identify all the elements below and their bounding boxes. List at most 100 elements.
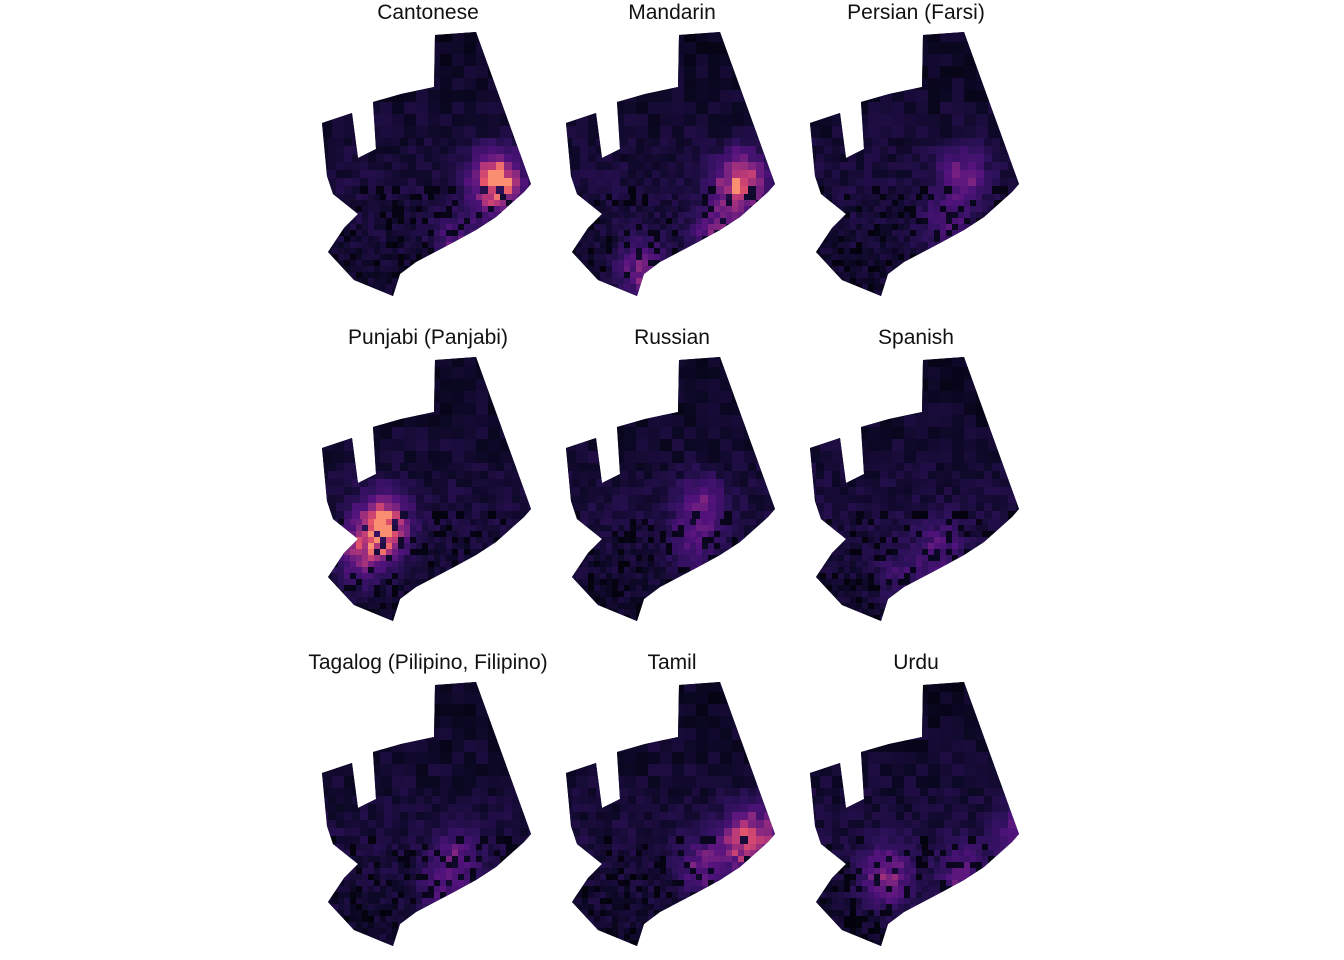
census-tract: [576, 278, 583, 285]
census-tract: [518, 621, 524, 627]
census-tract: [618, 194, 625, 201]
census-tract: [322, 126, 333, 139]
census-tract: [322, 573, 327, 580]
census-tract: [732, 451, 745, 464]
census-tract: [708, 567, 715, 574]
census-tract: [322, 218, 327, 225]
census-tract: [748, 170, 757, 179]
census-tract: [350, 212, 357, 219]
census-tract: [940, 194, 947, 201]
census-tract: [744, 212, 751, 219]
census-tract: [332, 609, 339, 616]
census-tract: [654, 609, 661, 616]
census-tract: [362, 573, 369, 580]
census-tract: [506, 621, 512, 627]
census-tract: [440, 90, 453, 103]
census-tract: [600, 254, 607, 261]
census-tract: [642, 597, 649, 604]
census-tract: [684, 186, 693, 195]
census-tract: [630, 567, 637, 574]
census-tract: [874, 236, 881, 243]
census-tract: [458, 585, 465, 592]
census-tract: [512, 146, 521, 155]
census-tract: [482, 561, 489, 568]
census-tract: [344, 479, 353, 488]
census-tract: [464, 379, 477, 392]
census-tract: [676, 463, 685, 472]
census-tract: [596, 186, 605, 195]
census-tract: [374, 567, 381, 574]
census-tract: [744, 42, 757, 55]
census-tract: [528, 178, 531, 187]
census-tract: [398, 579, 405, 586]
census-tract: [386, 531, 393, 538]
census-tract: [604, 463, 613, 472]
census-tract: [440, 531, 447, 538]
census-tract: [756, 391, 769, 404]
census-tract: [588, 154, 597, 163]
census-tract: [898, 200, 905, 207]
census-tract: [896, 154, 905, 163]
census-tract: [904, 248, 911, 255]
census-tract: [624, 218, 631, 225]
census-tract: [652, 503, 661, 512]
census-tract: [940, 272, 947, 279]
census-tract: [720, 254, 727, 261]
census-tract: [910, 290, 917, 296]
census-tract: [976, 126, 989, 139]
census-tract: [496, 487, 505, 496]
census-tract: [582, 230, 589, 237]
census-tract: [660, 78, 673, 91]
census-tract: [494, 609, 501, 616]
census-tract: [958, 248, 965, 255]
census-tract: [582, 296, 588, 302]
census-tract: [518, 525, 525, 532]
census-tract: [1000, 126, 1013, 139]
census-tract: [582, 597, 589, 604]
census-tract: [764, 503, 773, 512]
census-tract: [690, 248, 697, 255]
census-tract: [332, 555, 339, 562]
census-tract: [328, 495, 337, 504]
census-tract: [398, 194, 405, 201]
census-tract: [696, 615, 703, 621]
census-tract: [440, 42, 453, 55]
census-tract: [588, 194, 595, 201]
census-tract: [910, 296, 916, 302]
census-tract: [774, 230, 775, 237]
census-tract: [588, 146, 597, 155]
census-tract: [576, 254, 583, 261]
census-tract: [738, 236, 745, 243]
census-tract: [820, 236, 827, 243]
census-tract: [702, 519, 709, 526]
census-tract: [380, 555, 387, 562]
census-tract: [428, 66, 441, 79]
census-tract: [422, 615, 429, 621]
census-tract: [476, 248, 483, 255]
census-tract: [744, 194, 751, 201]
census-tract: [988, 242, 995, 249]
census-tract: [322, 503, 329, 512]
census-tract: [762, 573, 769, 580]
census-tract: [332, 591, 339, 598]
census-tract: [912, 170, 921, 179]
census-tract: [440, 525, 447, 532]
census-tract: [524, 357, 531, 368]
census-tract: [606, 236, 613, 243]
census-tract: [392, 591, 399, 598]
census-tract: [850, 212, 857, 219]
census-tract: [958, 266, 965, 273]
census-tract: [856, 32, 869, 43]
census-tract: [660, 555, 667, 562]
census-tract: [652, 511, 661, 520]
census-tract: [732, 615, 739, 621]
census-tract: [738, 537, 745, 544]
census-tract: [404, 266, 411, 273]
census-tract: [374, 525, 381, 532]
census-tract: [732, 471, 741, 480]
census-tract: [362, 531, 369, 538]
census-tract: [892, 242, 899, 249]
census-tract: [434, 242, 441, 249]
census-tract: [774, 242, 775, 249]
census-tract: [344, 290, 351, 296]
